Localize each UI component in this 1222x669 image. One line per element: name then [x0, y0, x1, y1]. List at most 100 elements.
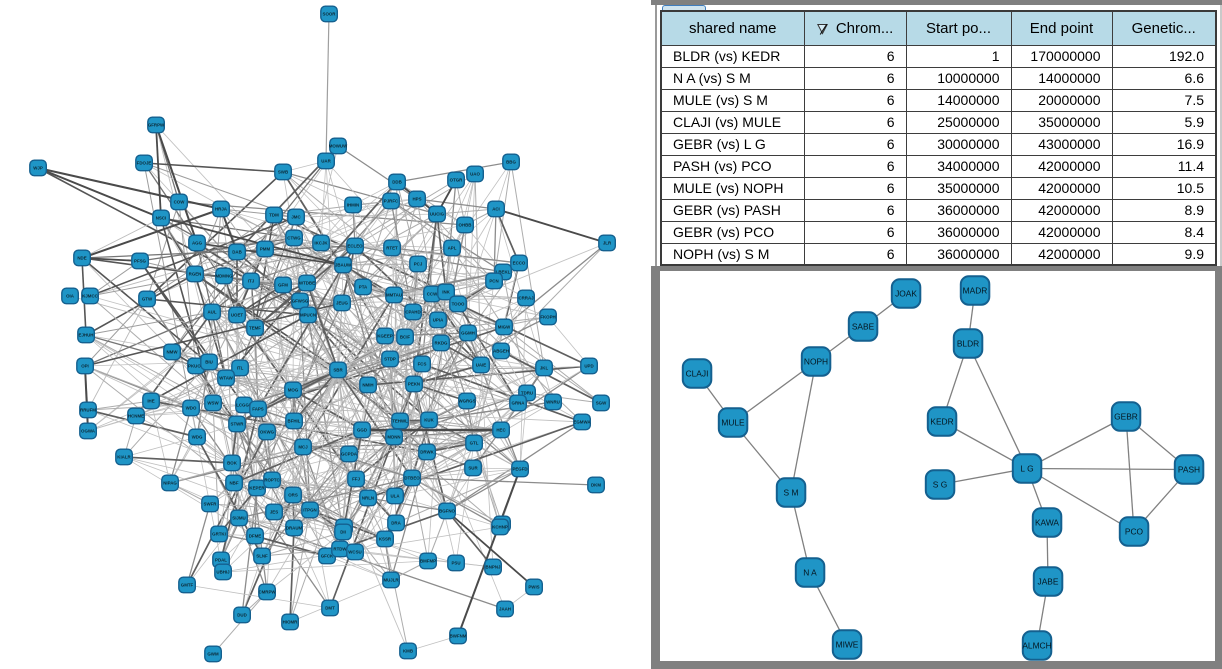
- svg-text:RTDW: RTDW: [333, 547, 347, 552]
- svg-text:SBR: SBR: [333, 368, 343, 373]
- svg-text:TDM: TDM: [269, 213, 279, 218]
- svg-text:S M: S M: [784, 487, 799, 497]
- svg-text:JEUG: JEUG: [336, 301, 349, 306]
- svg-text:COW: COW: [174, 200, 186, 205]
- svg-text:HPS: HPS: [412, 197, 421, 202]
- svg-text:TDRU: TDRU: [521, 391, 533, 396]
- svg-text:GFRPW: GFRPW: [148, 123, 165, 128]
- svg-text:KUK: KUK: [424, 418, 434, 423]
- svg-text:IKCJK: IKCJK: [314, 241, 328, 246]
- svg-text:ECLEO: ECLEO: [347, 244, 363, 249]
- svg-text:AUL: AUL: [207, 310, 216, 315]
- svg-text:CCW: CCW: [427, 292, 438, 297]
- svg-text:DRAUM: DRAUM: [286, 526, 303, 531]
- svg-text:WSW: WSW: [207, 401, 219, 406]
- svg-text:S G: S G: [933, 479, 947, 489]
- svg-text:LCGGP: LCGGP: [236, 403, 252, 408]
- svg-text:FAPS: FAPS: [252, 407, 264, 412]
- svg-text:UPD: UPD: [584, 364, 593, 369]
- svg-text:NBF: NBF: [229, 481, 238, 486]
- svg-text:MUJLR: MUJLR: [383, 578, 399, 583]
- svg-text:STWR: STWR: [231, 422, 245, 427]
- svg-text:DMT: DMT: [325, 606, 335, 611]
- svg-text:GGMH: GGMH: [461, 331, 475, 336]
- svg-text:HEC: HEC: [496, 428, 506, 433]
- svg-text:DUD: DUD: [237, 613, 247, 618]
- svg-text:CPAHD: CPAHD: [405, 310, 420, 315]
- svg-text:PMM: PMM: [260, 247, 271, 252]
- svg-text:EGMWA: EGMWA: [573, 420, 591, 425]
- svg-text:STDP: STDP: [384, 357, 396, 362]
- svg-text:PDAL: PDAL: [215, 558, 227, 563]
- svg-text:MIWE: MIWE: [836, 639, 859, 649]
- svg-text:WGRGS: WGRGS: [458, 399, 475, 404]
- svg-text:L G: L G: [1020, 463, 1033, 473]
- svg-text:APL: APL: [448, 246, 457, 251]
- svg-text:MADR: MADR: [963, 285, 988, 295]
- svg-text:ITL: ITL: [237, 366, 244, 371]
- svg-text:KEPER: KEPER: [249, 486, 265, 491]
- svg-text:NIPAG: NIPAG: [163, 481, 177, 486]
- svg-text:JBAUW: JBAUW: [335, 263, 352, 268]
- svg-text:PEGFD: PEGFD: [512, 467, 527, 472]
- svg-text:MMTAU: MMTAU: [386, 293, 402, 298]
- svg-text:SGW: SGW: [596, 401, 607, 406]
- svg-text:UBHIJ: UBHIJ: [216, 570, 230, 575]
- svg-text:NMIH: NMIH: [362, 383, 373, 388]
- svg-text:ABGEH: ABGEH: [493, 349, 509, 354]
- svg-text:DRWK: DRWK: [420, 450, 434, 455]
- svg-text:JMC: JMC: [291, 215, 301, 220]
- svg-text:GMTF: GMTF: [181, 583, 194, 588]
- svg-text:KIALR: KIALR: [117, 455, 131, 460]
- svg-text:BIU: BIU: [205, 360, 213, 365]
- svg-text:UAO: UAO: [470, 172, 480, 177]
- svg-text:PEKN: PEKN: [408, 382, 420, 387]
- svg-text:BGFNO: BGFNO: [439, 509, 455, 514]
- svg-text:DKM: DKM: [591, 483, 601, 488]
- svg-text:SABE: SABE: [852, 321, 875, 331]
- svg-text:JES: JES: [270, 510, 278, 515]
- svg-text:GTL: GTL: [470, 441, 479, 446]
- svg-text:PFSG: PFSG: [134, 259, 147, 264]
- svg-text:ORS: ORS: [288, 493, 298, 498]
- svg-text:DRA: DRA: [391, 521, 401, 526]
- svg-text:WTAW: WTAW: [219, 376, 233, 381]
- svg-text:UUCIG: UUCIG: [430, 212, 445, 217]
- svg-text:OKWG: OKWG: [260, 430, 275, 435]
- svg-text:UAIE: UAIE: [476, 363, 487, 368]
- svg-text:RKDG: RKDG: [435, 341, 449, 346]
- svg-text:CMRPW: CMRPW: [258, 590, 276, 595]
- svg-text:KEDR: KEDR: [930, 416, 953, 426]
- svg-text:TEHWL: TEHWL: [392, 419, 408, 424]
- svg-text:KCHNP: KCHNP: [492, 525, 508, 530]
- svg-text:GRTKI: GRTKI: [212, 532, 226, 537]
- svg-text:WCSU: WCSU: [348, 550, 361, 555]
- svg-text:CTWG: CTWG: [287, 236, 301, 241]
- svg-text:SIJMU: SIJMU: [232, 516, 245, 521]
- svg-text:ULA: ULA: [390, 494, 400, 499]
- svg-text:WTDBE: WTDBE: [299, 281, 315, 286]
- svg-text:WDG: WDG: [192, 435, 203, 440]
- svg-text:AGG: AGG: [192, 241, 203, 246]
- svg-text:KAWA: KAWA: [1035, 517, 1059, 527]
- svg-text:OPI: OPI: [81, 364, 89, 369]
- svg-text:TEMF: TEMF: [249, 326, 261, 331]
- svg-text:ALMCH: ALMCH: [1022, 640, 1051, 650]
- svg-text:MCJ: MCJ: [298, 445, 308, 450]
- svg-text:ECCO: ECCO: [513, 261, 526, 266]
- svg-text:CLAJI: CLAJI: [686, 368, 709, 378]
- svg-text:GCPDA: GCPDA: [341, 452, 358, 457]
- svg-text:MOG: MOG: [288, 388, 299, 393]
- svg-text:RGEN: RGEN: [189, 272, 202, 277]
- svg-text:IHMIN: IHMIN: [347, 203, 359, 208]
- svg-text:WJP: WJP: [33, 166, 43, 171]
- svg-text:MULE: MULE: [721, 417, 745, 427]
- svg-text:KMB: KMB: [403, 649, 413, 654]
- svg-text:DAB: DAB: [232, 250, 242, 255]
- svg-text:TOOO: TOOO: [452, 302, 465, 307]
- svg-text:NDE: NDE: [77, 256, 86, 261]
- svg-text:DFME: DFME: [249, 534, 262, 539]
- svg-text:MIGW: MIGW: [498, 325, 511, 330]
- svg-text:WNRU: WNRU: [546, 400, 560, 405]
- svg-text:OTGR: OTGR: [450, 178, 464, 183]
